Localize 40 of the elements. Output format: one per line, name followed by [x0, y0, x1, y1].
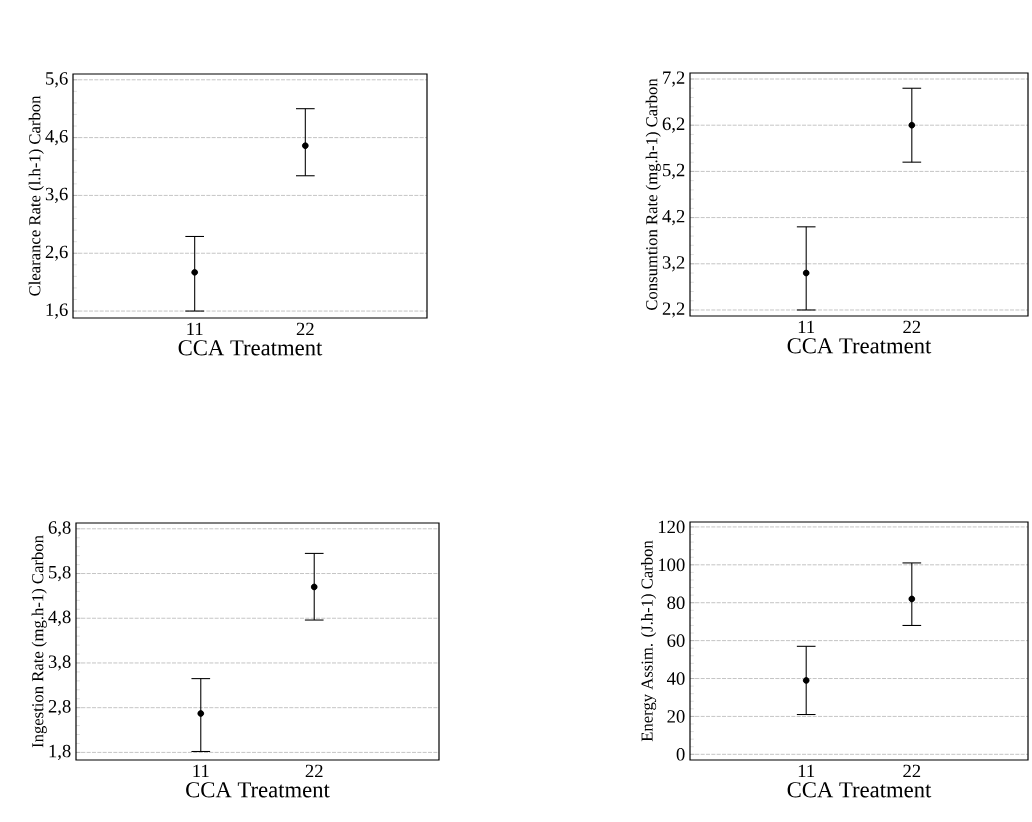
y-tick-label: 100	[658, 558, 685, 572]
x-tick-label: 11	[187, 322, 203, 336]
y-tick-label: 3,2	[662, 256, 685, 272]
y-tick-label: 60	[667, 634, 685, 647]
y-tick-label: 5,2	[663, 163, 685, 180]
x-tick-label: 11	[193, 764, 209, 778]
x-tick-label: 11	[798, 320, 815, 334]
y-tick-label: 6,8	[48, 521, 71, 537]
y-tick-label: 120	[658, 520, 685, 534]
y-tick-label: 2,2	[662, 302, 685, 318]
x-axis-title: CCA Treatment	[178, 340, 323, 356]
y-tick-label: 20	[667, 710, 685, 723]
y-tick-label: 3,8	[48, 655, 71, 671]
x-tick-label: 11	[798, 764, 815, 778]
y-tick-label: 5,8	[49, 565, 71, 582]
y-tick-label: 4,6	[45, 129, 68, 146]
x-tick-label: 22	[305, 764, 323, 778]
y-tick-label: 6,2	[662, 117, 685, 133]
y-tick-label: 4,2	[662, 209, 685, 226]
y-tick-label: 3,6	[45, 187, 68, 204]
y-tick-label: 2,8	[48, 700, 71, 716]
y-axis-title: Energy Assim. (J.h-1) Carbon	[640, 540, 657, 742]
y-tick-label: 0	[676, 748, 685, 761]
y-tick-label: 80	[667, 596, 685, 610]
x-tick-label: 22	[903, 320, 921, 334]
y-tick-label: 4,8	[48, 610, 71, 626]
y-tick-label: 1,8	[49, 744, 71, 761]
x-tick-label: 22	[903, 764, 921, 778]
x-axis-title: CCA Treatment	[186, 782, 330, 798]
y-tick-label: 1,6	[46, 303, 68, 319]
x-axis-title: CCA Treatment	[787, 338, 932, 354]
y-tick-label: 7,2	[663, 71, 685, 87]
y-axis-title: Ingestion Rate (mg.h-1) Carbon	[31, 535, 47, 748]
y-axis-title: Clearance Rate (l.h-1) Carbon	[28, 95, 44, 296]
y-tick-label: 2,6	[45, 245, 68, 261]
x-axis-title: CCA Treatment	[787, 782, 932, 798]
y-axis-title: Consumtion Rate (mg.h-1) Carbon	[645, 78, 661, 310]
x-tick-label: 22	[296, 322, 314, 336]
y-tick-label: 40	[666, 672, 685, 685]
y-tick-label: 5,6	[46, 72, 68, 88]
